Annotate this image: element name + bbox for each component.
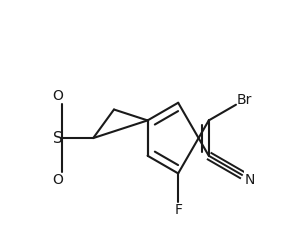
Text: O: O bbox=[53, 173, 63, 187]
Text: N: N bbox=[245, 173, 255, 187]
Text: Br: Br bbox=[237, 93, 252, 107]
Text: F: F bbox=[174, 203, 182, 217]
Text: O: O bbox=[53, 89, 63, 103]
Text: S: S bbox=[53, 130, 63, 146]
